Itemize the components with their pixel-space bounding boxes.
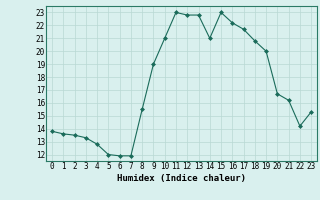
X-axis label: Humidex (Indice chaleur): Humidex (Indice chaleur) <box>117 174 246 183</box>
